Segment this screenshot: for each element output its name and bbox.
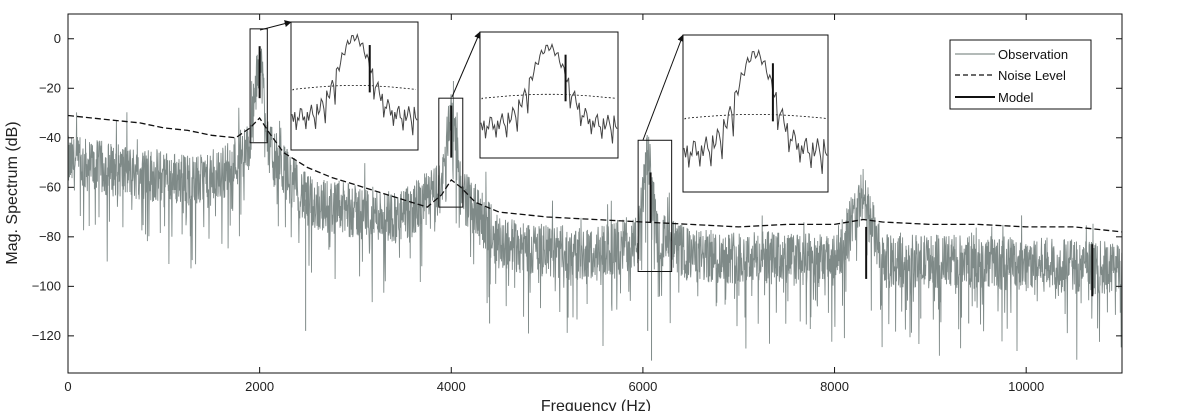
- y-tick-label: −80: [39, 229, 61, 244]
- inset-noise-line: [292, 85, 417, 91]
- zoom-inset-panel: [479, 31, 619, 159]
- x-axis-label: Frequency (Hz): [541, 398, 651, 411]
- inset-noise-line: [684, 114, 827, 120]
- x-tick-label: 2000: [245, 379, 274, 394]
- legend-label-model: Model: [998, 90, 1034, 105]
- y-tick-label: −60: [39, 179, 61, 194]
- plot-frame: [67, 13, 1123, 374]
- x-tick-label: 0: [64, 379, 71, 394]
- zoom-box: [438, 97, 464, 208]
- y-tick-label: 0: [54, 31, 61, 46]
- legend: Observation Noise Level Model: [949, 39, 1092, 110]
- inset-spectrum-line: [291, 33, 418, 136]
- x-tick-label: 10000: [1008, 379, 1044, 394]
- model-series: [258, 46, 1094, 297]
- inset-noise-line: [481, 93, 617, 100]
- x-tick-label: 8000: [820, 379, 849, 394]
- observation-line: [68, 48, 1122, 360]
- y-axis-ticks: 0 −20 −40 −60 −80 −100 −120: [32, 31, 1122, 343]
- zoom-box: [637, 139, 673, 272]
- y-tick-label: −40: [39, 130, 61, 145]
- zoom-inset-panel: [290, 21, 419, 151]
- noise-level-line: [68, 114, 1122, 233]
- y-axis-label: Mag. Spectrum (dB): [4, 121, 21, 264]
- y-tick-label: −100: [32, 278, 61, 293]
- legend-label-observation: Observation: [998, 47, 1068, 62]
- inset-spectrum-line: [480, 42, 618, 144]
- legend-label-noise-level: Noise Level: [998, 68, 1066, 83]
- zoom-box: [249, 28, 268, 144]
- inset-spectrum-line: [683, 48, 828, 174]
- y-tick-label: −120: [32, 328, 61, 343]
- zoom-inset-panel: [682, 34, 829, 193]
- zoom-arrow: [642, 34, 685, 141]
- noise-level-series: [68, 114, 1122, 233]
- zoom-annotations: [249, 20, 829, 272]
- x-tick-label: 4000: [437, 379, 466, 394]
- x-axis-ticks: 0 2000 4000 6000 8000 10000: [64, 14, 1044, 394]
- zoom-arrow: [451, 31, 481, 98]
- x-tick-label: 6000: [628, 379, 657, 394]
- zoom-arrow: [259, 20, 292, 31]
- y-tick-label: −20: [39, 80, 61, 95]
